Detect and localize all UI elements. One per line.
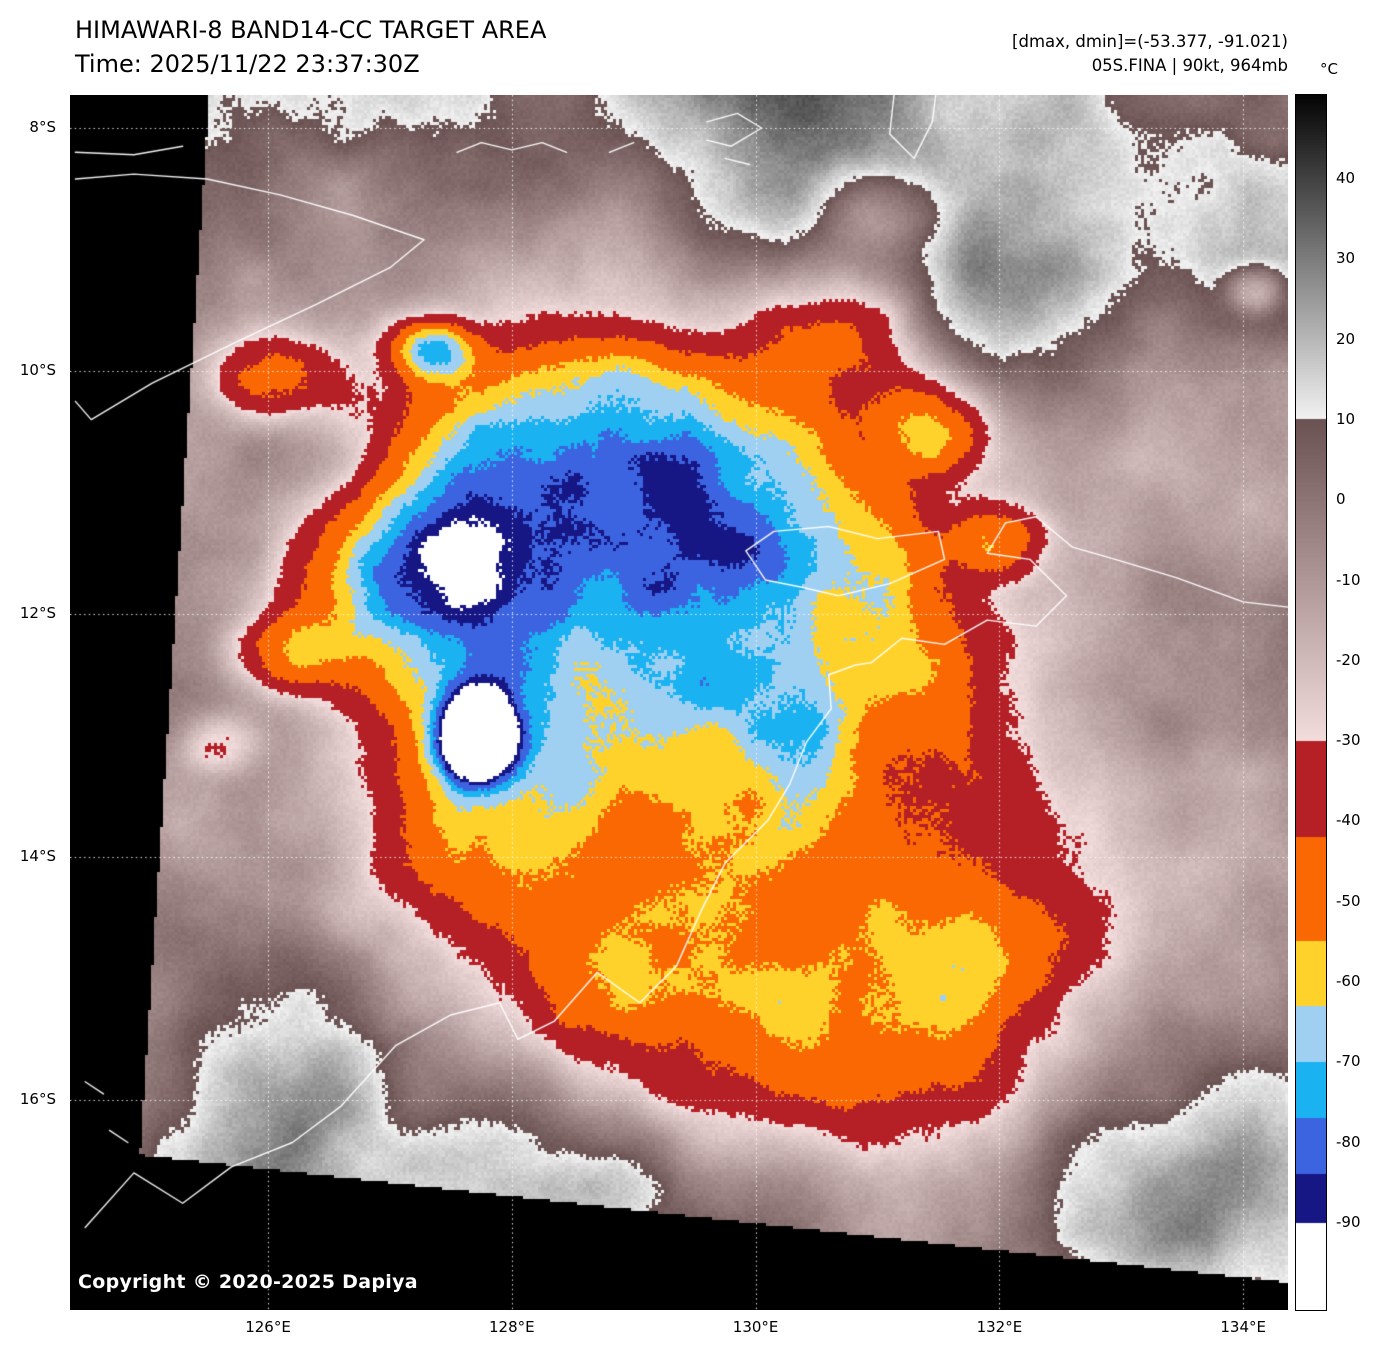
lat-tick-label-12s: 12°S (19, 604, 56, 622)
page-title: HIMAWARI-8 BAND14-CC TARGET AREA (75, 16, 547, 44)
lon-tick-label-126e: 126°E (245, 1318, 291, 1336)
lon-tick-label-128e: 128°E (488, 1318, 535, 1336)
colorbar-tick--50: -50 (1336, 891, 1361, 910)
lat-tick-label-14s: 14°S (19, 847, 56, 865)
copyright-text: Copyright © 2020-2025 Dapiya (78, 1271, 418, 1293)
timestamp: Time: 2025/11/22 23:37:30Z (75, 49, 420, 78)
colorbar-tick-40: 40 (1336, 169, 1356, 187)
map-area: Copyright © 2020-2025 Dapiya (70, 95, 1288, 1310)
colorbar-unit-label: °C (1320, 60, 1338, 78)
latitude-axis: 8°S 10°S 12°S 14°S 16°S (0, 95, 62, 1310)
lat-tick-label-16s: 16°S (19, 1090, 56, 1108)
storm-info: 05S.FINA | 90kt, 964mb (1091, 55, 1288, 75)
colorbar-tick--90: -90 (1336, 1213, 1361, 1231)
lon-tick-label-132e: 132°E (976, 1318, 1023, 1336)
colorbar-tick--80: -80 (1336, 1132, 1361, 1151)
dmax-dmin-readout: [dmax, dmin]=(-53.377, -91.021) (1012, 32, 1288, 51)
lon-tick-label-130e: 130°E (732, 1318, 779, 1336)
colorbar-tick-30: 30 (1336, 249, 1356, 268)
colorbar-tick-20: 20 (1336, 329, 1356, 348)
colorbar-tick-10: 10 (1336, 409, 1356, 428)
colorbar-tick--60: -60 (1336, 972, 1361, 991)
title-block: HIMAWARI-8 BAND14-CC TARGET AREA Time: 2… (75, 14, 546, 81)
colorbar-tick-0: 0 (1336, 490, 1346, 509)
colorbar (1295, 94, 1327, 1311)
colorbar-gradient (1296, 95, 1326, 1310)
longitude-axis: 126°E 128°E 130°E 132°E 134°E (70, 1312, 1288, 1346)
colorbar-tick--10: -10 (1336, 570, 1361, 589)
colorbar-tick--30: -30 (1336, 731, 1361, 750)
lat-tick-label-8s: 8°S (29, 118, 56, 136)
lon-tick-label-134e: 134°E (1220, 1318, 1266, 1336)
lat-tick-label-10s: 10°S (19, 361, 56, 379)
satellite-image (70, 95, 1288, 1310)
colorbar-tick--40: -40 (1336, 811, 1361, 830)
colorbar-tick-labels: 40 30 20 10 0 -10 -20 -30 -40 -50 -60 -70 -80 -90 (1336, 95, 1388, 1310)
colorbar-tick--20: -20 (1336, 650, 1361, 669)
colorbar-tick--70: -70 (1336, 1052, 1361, 1071)
info-block: [dmax, dmin]=(-53.377, -91.021) 05S.FINA… (1012, 30, 1288, 78)
